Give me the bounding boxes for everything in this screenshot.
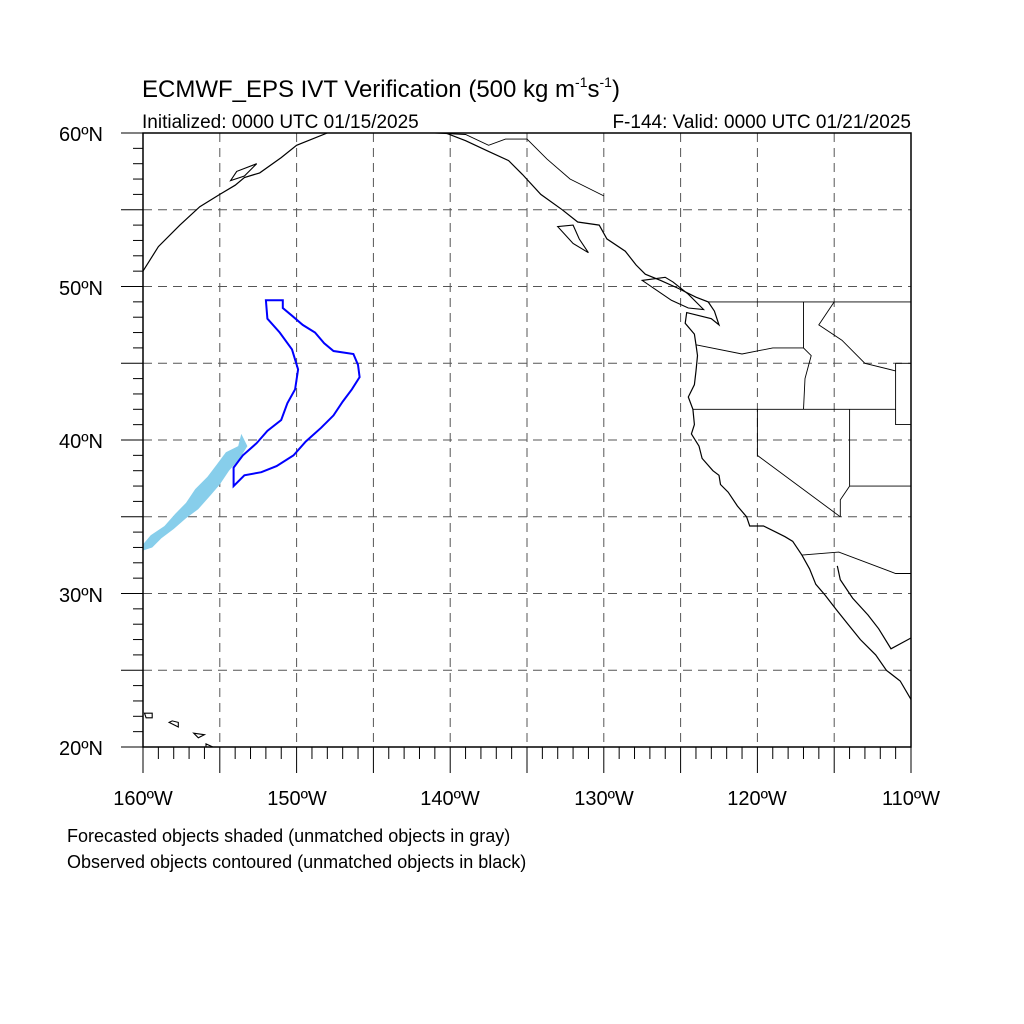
political-border	[839, 409, 851, 517]
init-time-label: Initialized: 0000 UTC 01/15/2025	[142, 112, 419, 133]
lat-label-20n: 20ºN	[59, 738, 103, 760]
lat-label-60n: 60ºN	[59, 124, 103, 146]
political-border	[695, 344, 804, 355]
coastline	[836, 565, 911, 650]
island-outline	[167, 720, 179, 728]
lon-label-130w: 130ºW	[574, 788, 634, 810]
political-border	[434, 133, 605, 197]
valid-time-label: F-144: Valid: 0000 UTC 01/21/2025	[612, 112, 911, 133]
coastline	[143, 133, 328, 272]
island-outline	[640, 276, 706, 311]
lon-label-110w: 110ºW	[882, 788, 940, 810]
island-outline	[143, 712, 153, 719]
lon-label-160w: 160ºW	[113, 788, 173, 810]
lat-label-50n: 50ºN	[59, 278, 103, 300]
lon-label-150w: 150ºW	[267, 788, 327, 810]
political-border	[756, 409, 841, 518]
island-outline	[192, 732, 207, 739]
political-border	[801, 551, 911, 574]
coastline	[445, 133, 911, 700]
lon-label-140w: 140ºW	[420, 788, 480, 810]
political-border	[895, 363, 911, 426]
geography-layer	[143, 133, 911, 747]
observed-object-contour	[232, 299, 361, 489]
lon-label-120w: 120ºW	[727, 788, 787, 810]
lat-label-40n: 40ºN	[59, 431, 103, 453]
footnote-observed: Observed objects contoured (unmatched ob…	[67, 852, 527, 872]
political-border	[803, 301, 812, 410]
footnote-forecast: Forecasted objects shaded (unmatched obj…	[67, 826, 511, 846]
political-border	[818, 301, 896, 372]
axis-ticks	[121, 132, 912, 773]
verification-objects	[143, 299, 361, 551]
island-outline	[229, 163, 258, 182]
lat-label-30n: 30ºN	[59, 585, 103, 607]
map-title: ECMWF_EPS IVT Verification (500 kg m-1s-…	[142, 74, 620, 103]
forecast-object-shaded	[143, 433, 248, 551]
island-outline	[556, 224, 589, 254]
